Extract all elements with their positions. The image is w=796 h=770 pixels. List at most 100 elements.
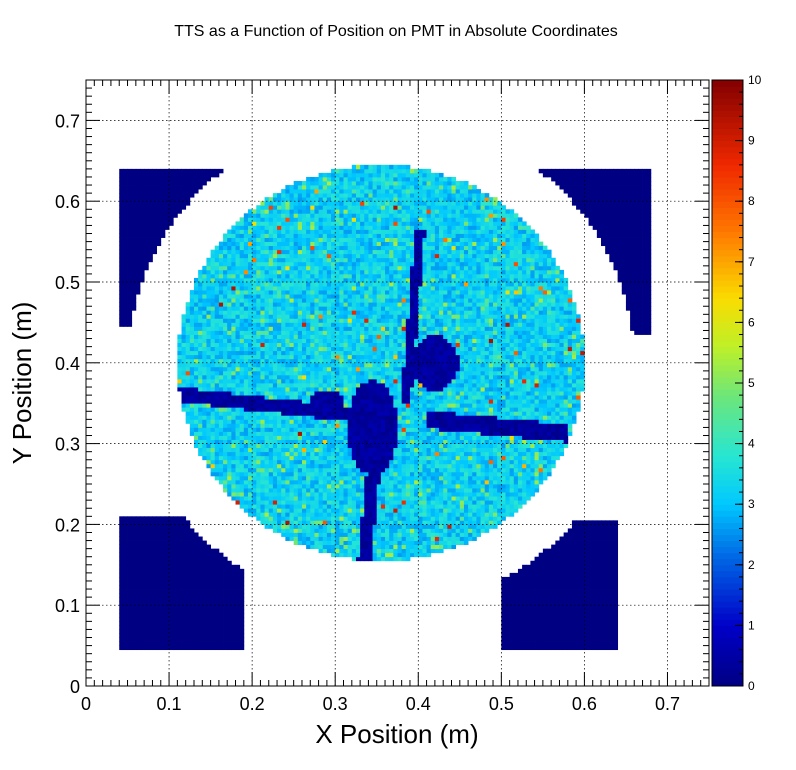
heatmap-cell — [223, 455, 228, 461]
heatmap-cell — [227, 282, 232, 287]
heatmap-cell — [156, 209, 162, 214]
heatmap-cell — [139, 189, 145, 194]
heatmap-cell — [368, 415, 373, 420]
heatmap-cell — [368, 391, 373, 396]
heatmap-cell — [223, 302, 228, 307]
heatmap-cell — [355, 213, 361, 218]
heatmap-cell — [372, 213, 378, 218]
heatmap-cell — [351, 362, 357, 368]
heatmap-cell — [301, 277, 307, 283]
heatmap-cell — [193, 443, 199, 449]
heatmap-cell — [306, 403, 311, 408]
heatmap-cell — [301, 427, 307, 432]
heatmap-cell — [144, 641, 149, 646]
heatmap-cell — [185, 407, 191, 412]
heatmap-cell — [351, 168, 357, 174]
heatmap-cell — [239, 334, 245, 339]
heatmap-cell — [148, 516, 153, 521]
heatmap-cell — [297, 447, 303, 453]
heatmap-cell — [169, 621, 174, 626]
heatmap-cell — [214, 378, 220, 384]
heatmap-cell — [343, 431, 349, 436]
heatmap-cell — [297, 423, 303, 428]
heatmap-cell — [331, 463, 336, 469]
heatmap-cell — [260, 286, 265, 291]
heatmap-cell — [264, 326, 270, 331]
heatmap-cell — [343, 314, 349, 319]
heatmap-cell — [169, 589, 174, 594]
heatmap-cell — [264, 524, 270, 529]
heatmap-cell — [173, 641, 178, 646]
heatmap-cell — [177, 205, 182, 210]
heatmap-cell — [364, 475, 369, 481]
heatmap-cell — [360, 370, 365, 376]
heatmap-cell — [339, 463, 344, 469]
heatmap-cell — [368, 241, 373, 247]
heatmap-cell — [135, 613, 141, 618]
heatmap-cell — [343, 540, 349, 545]
heatmap-cell — [368, 181, 373, 186]
heatmap-cell — [139, 265, 145, 271]
heatmap-cell — [272, 314, 278, 319]
heatmap-cell — [193, 298, 199, 303]
heatmap-cell — [160, 524, 166, 529]
heatmap-cell — [247, 237, 253, 242]
heatmap-cell — [223, 294, 228, 299]
heatmap-cell — [164, 609, 170, 614]
heatmap-cell — [214, 358, 220, 364]
heatmap-cell — [139, 536, 145, 541]
heatmap-cell — [181, 318, 187, 323]
heatmap-cell — [306, 298, 311, 303]
heatmap-cell — [331, 330, 336, 335]
heatmap-cell — [185, 383, 191, 388]
heatmap-cell — [139, 277, 145, 283]
heatmap-cell — [210, 286, 216, 291]
heatmap-cell — [335, 261, 340, 267]
heatmap-cell — [297, 342, 303, 348]
heatmap-cell — [326, 378, 332, 384]
heatmap-cell — [202, 298, 207, 303]
heatmap-cell — [289, 484, 295, 489]
heatmap-cell — [281, 455, 286, 461]
heatmap-cell — [131, 237, 137, 242]
heatmap-cell — [268, 330, 274, 335]
heatmap-cell — [127, 585, 133, 590]
heatmap-cell — [135, 286, 141, 291]
heatmap-cell — [164, 576, 170, 582]
heatmap-cell — [364, 471, 369, 477]
heatmap-cell — [360, 358, 365, 364]
heatmap-cell — [335, 237, 340, 242]
heatmap-cell — [339, 544, 344, 550]
heatmap-cell — [360, 346, 365, 352]
heatmap-cell — [368, 189, 373, 194]
heatmap-cell — [322, 548, 328, 554]
heatmap-cell — [202, 609, 207, 614]
heatmap-cell — [335, 294, 340, 299]
heatmap-cell — [139, 593, 145, 598]
heatmap-cell — [235, 257, 241, 263]
heatmap-cell — [335, 253, 340, 259]
heatmap-cell — [231, 455, 236, 461]
heatmap-cell — [152, 637, 157, 642]
heatmap-cell — [289, 374, 295, 380]
heatmap-cell — [368, 383, 373, 388]
heatmap-cell — [119, 237, 124, 242]
heatmap-cell — [148, 589, 153, 594]
heatmap-cell — [152, 189, 157, 194]
heatmap-cell — [243, 358, 249, 364]
heatmap-cell — [322, 286, 328, 291]
heatmap-cell — [281, 439, 286, 444]
heatmap-cell — [289, 233, 295, 238]
heatmap-cell — [119, 556, 124, 562]
heatmap-cell — [297, 265, 303, 271]
heatmap-cell — [343, 318, 349, 323]
heatmap-cell — [227, 310, 232, 315]
heatmap-cell — [135, 524, 141, 529]
heatmap-cell — [306, 241, 311, 247]
heatmap-cell — [156, 633, 162, 638]
heatmap-cell — [235, 633, 241, 638]
heatmap-cell — [247, 415, 253, 420]
heatmap-cell — [139, 261, 145, 267]
heatmap-cell — [239, 479, 245, 485]
heatmap-cell — [364, 378, 369, 384]
